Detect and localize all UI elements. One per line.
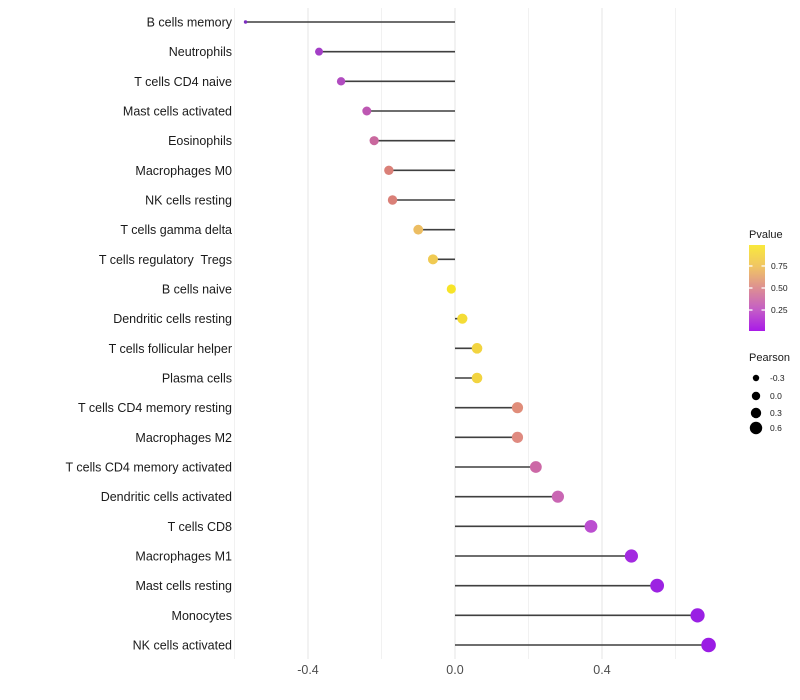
lollipop-dot bbox=[624, 549, 639, 563]
lollipop-dot bbox=[243, 20, 248, 24]
category-label: Eosinophils bbox=[168, 134, 232, 148]
lollipop-dot bbox=[701, 637, 716, 653]
category-label: T cells follicular helper bbox=[109, 342, 232, 356]
x-axis-tick-label: 0.4 bbox=[593, 663, 610, 677]
lollipop-dot bbox=[387, 195, 398, 205]
category-label: B cells naive bbox=[162, 283, 232, 297]
category-label: T cells regulatory Tregs bbox=[99, 253, 232, 267]
category-label: T cells CD4 memory activated bbox=[66, 461, 233, 475]
lollipop-dot bbox=[315, 47, 324, 56]
category-label: NK cells resting bbox=[145, 194, 232, 208]
pearson-legend-label: 0.6 bbox=[770, 423, 782, 433]
lollipop-dot bbox=[551, 490, 565, 503]
category-label: Neutrophils bbox=[169, 45, 232, 59]
lollipop-dot bbox=[471, 372, 483, 384]
lollipop-dot bbox=[413, 224, 424, 235]
pvalue-legend-title: Pvalue bbox=[749, 229, 783, 241]
pearson-legend-label: 0.3 bbox=[770, 408, 782, 418]
category-label: Dendritic cells resting bbox=[113, 312, 232, 326]
colorbar-tick-label: 0.50 bbox=[771, 283, 788, 293]
category-label: Macrophages M1 bbox=[135, 550, 232, 564]
lollipop-dot bbox=[690, 608, 705, 623]
x-axis-tick-label: 0.0 bbox=[446, 663, 463, 677]
pvalue-colorbar bbox=[749, 245, 765, 331]
lollipop-dot bbox=[384, 165, 394, 176]
category-label: Monocytes bbox=[172, 609, 232, 623]
pearson-legend-label: 0.0 bbox=[770, 391, 782, 401]
lollipop-dot bbox=[529, 461, 542, 473]
lollipop-dot bbox=[362, 106, 372, 116]
category-label: Plasma cells bbox=[162, 372, 232, 386]
category-label: T cells gamma delta bbox=[120, 223, 232, 237]
category-label: Dendritic cells activated bbox=[101, 490, 232, 504]
lollipop-dot bbox=[369, 136, 379, 146]
pearson-legend-dot bbox=[751, 391, 761, 401]
category-label: Mast cells activated bbox=[123, 105, 232, 119]
x-axis-tick-label: -0.4 bbox=[297, 663, 319, 677]
category-label: Macrophages M0 bbox=[135, 164, 232, 178]
category-label: Macrophages M2 bbox=[135, 431, 232, 445]
colorbar-tick-label: 0.75 bbox=[771, 261, 788, 271]
category-label: T cells CD4 naive bbox=[134, 75, 232, 89]
category-label: T cells CD8 bbox=[168, 520, 232, 534]
category-label: Mast cells resting bbox=[135, 579, 232, 593]
lollipop-dot bbox=[584, 519, 598, 533]
lollipop-dot bbox=[471, 343, 483, 354]
lollipop-dot bbox=[457, 313, 468, 324]
category-label: B cells memory bbox=[147, 16, 233, 30]
category-label: T cells CD4 memory resting bbox=[78, 401, 232, 415]
lollipop-dot bbox=[511, 431, 524, 443]
lollipop-dot bbox=[446, 284, 456, 294]
pearson-legend-label: -0.3 bbox=[770, 373, 785, 383]
pearson-legend-dot bbox=[752, 374, 760, 382]
pearson-legend-dot bbox=[749, 421, 763, 435]
lollipop-dot bbox=[336, 77, 346, 86]
lollipop-dot bbox=[650, 578, 665, 593]
pearson-legend-dot bbox=[750, 407, 762, 419]
lollipop-dot bbox=[427, 254, 438, 265]
colorbar-tick-label: 0.25 bbox=[771, 305, 788, 315]
category-label: NK cells activated bbox=[133, 639, 232, 653]
pearson-legend-title: Pearson bbox=[749, 352, 790, 364]
lollipop-dot bbox=[511, 402, 524, 414]
